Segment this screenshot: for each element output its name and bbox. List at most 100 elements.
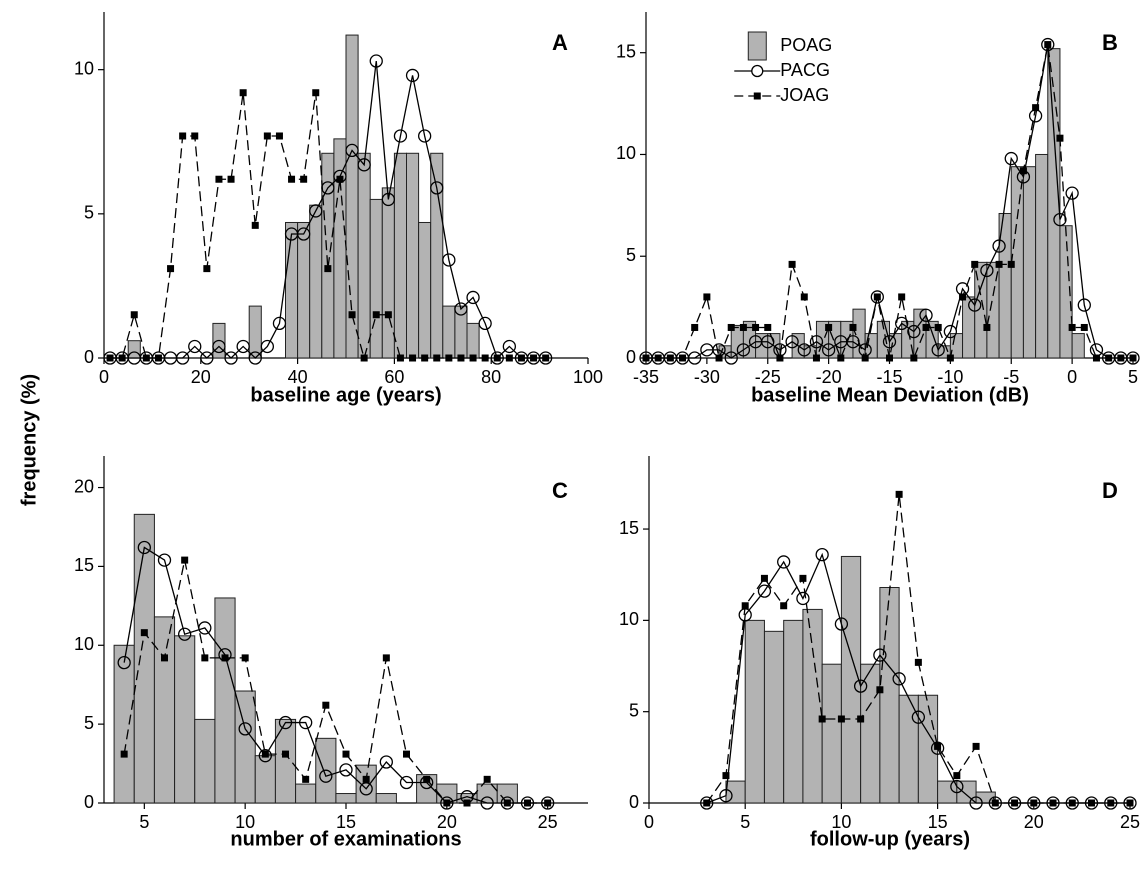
marker: [396, 354, 404, 362]
marker: [251, 221, 259, 229]
bar: [375, 793, 397, 804]
marker: [780, 602, 788, 610]
marker: [120, 750, 128, 758]
marker: [130, 311, 138, 319]
marker: [381, 192, 396, 207]
x-tick-label: -10: [937, 367, 963, 387]
marker: [369, 54, 383, 68]
marker: [1068, 799, 1076, 807]
marker: [1129, 354, 1137, 362]
marker: [530, 354, 538, 362]
marker: [275, 132, 283, 140]
marker: [719, 789, 733, 803]
x-tick-label: 20: [191, 367, 211, 387]
panel-letter: A: [552, 30, 568, 55]
legend-marker: [751, 64, 764, 78]
series-line: [110, 60, 546, 360]
marker: [201, 654, 209, 662]
marker: [873, 648, 887, 662]
y-tick-label: 15: [616, 41, 636, 61]
marker: [503, 799, 511, 807]
marker: [1011, 799, 1019, 807]
bar: [285, 221, 299, 359]
marker: [227, 175, 235, 183]
marker: [818, 715, 826, 723]
marker: [288, 175, 296, 183]
y-axis-label: frequency (%): [18, 374, 40, 506]
marker: [445, 354, 453, 362]
marker: [221, 654, 229, 662]
bar: [295, 783, 317, 804]
marker: [861, 354, 869, 362]
marker: [393, 129, 408, 143]
bar: [234, 690, 256, 804]
marker: [481, 354, 489, 362]
y-tick-label: 5: [84, 203, 94, 223]
marker: [142, 354, 150, 362]
marker: [443, 799, 451, 807]
marker: [263, 132, 271, 140]
x-axis-label: baseline Mean Deviation (dB): [751, 384, 1029, 406]
marker: [722, 772, 730, 780]
marker: [882, 335, 897, 349]
x-tick-label: 25: [538, 812, 558, 832]
y-tick-label: 20: [74, 476, 94, 496]
marker: [736, 343, 751, 357]
marker: [345, 143, 359, 158]
marker: [834, 617, 849, 631]
y-tick-label: 10: [619, 609, 639, 629]
bar: [174, 635, 196, 804]
marker: [421, 354, 429, 362]
marker: [423, 775, 431, 783]
marker: [968, 298, 982, 312]
marker: [1030, 799, 1038, 807]
marker: [258, 749, 272, 763]
marker: [1053, 212, 1067, 227]
marker: [991, 799, 999, 807]
marker: [995, 260, 1003, 268]
marker: [757, 584, 772, 598]
x-axis-label: follow-up (years): [810, 828, 970, 850]
marker: [715, 354, 723, 362]
bar: [248, 305, 262, 359]
marker: [442, 253, 456, 267]
marker: [241, 654, 249, 662]
series-line: [646, 44, 1133, 359]
x-tick-label: -35: [633, 367, 659, 387]
marker: [853, 679, 868, 693]
marker: [324, 265, 332, 273]
marker: [260, 339, 275, 354]
marker: [919, 308, 933, 322]
bar: [783, 619, 804, 804]
x-tick-label: 0: [99, 367, 109, 387]
x-tick-label: -25: [755, 367, 781, 387]
marker: [796, 591, 810, 606]
bar: [381, 187, 395, 359]
marker: [524, 799, 531, 807]
marker: [300, 175, 308, 183]
marker: [178, 627, 192, 641]
marker: [544, 799, 552, 807]
marker: [642, 354, 650, 362]
x-tick-label: 0: [1067, 367, 1077, 387]
bar: [755, 333, 769, 359]
bar: [133, 513, 155, 804]
marker: [825, 323, 833, 331]
marker: [724, 351, 738, 365]
bar: [1071, 333, 1085, 359]
marker: [1004, 151, 1018, 166]
marker: [161, 654, 168, 662]
marker: [224, 351, 238, 365]
panel-letter: D: [1102, 478, 1118, 503]
marker: [360, 354, 368, 362]
marker: [895, 490, 903, 498]
bar: [214, 597, 236, 804]
marker: [463, 799, 471, 807]
marker: [493, 354, 501, 362]
bar: [194, 718, 216, 804]
bar: [1047, 48, 1061, 359]
bar: [763, 630, 785, 804]
y-tick-label: 15: [619, 518, 639, 538]
bar: [1022, 166, 1037, 359]
